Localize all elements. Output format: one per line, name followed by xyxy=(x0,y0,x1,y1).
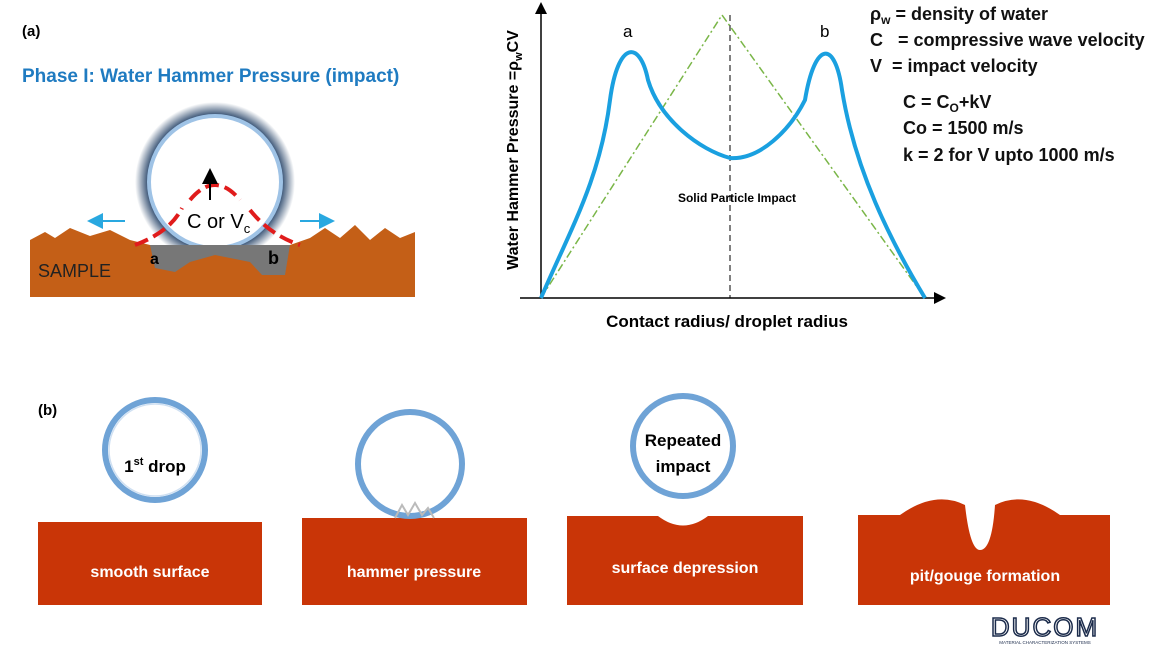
liquid-impact-curve xyxy=(541,52,925,298)
stage-caption: pit/gouge formation xyxy=(910,568,1060,585)
y-label: Water Hammer Pressure =ρwCV xyxy=(505,30,525,270)
drop-label: 1st drop xyxy=(124,456,186,476)
logo-tagline: MATERIAL CHARACTERIZATION SYSTEMS xyxy=(999,640,1090,645)
center-label: Solid Particle Impact xyxy=(678,191,796,205)
stage-caption: surface depression xyxy=(612,560,759,577)
logo: DUCOM xyxy=(991,612,1099,642)
drop xyxy=(105,400,205,500)
panel-label: (b) xyxy=(38,402,57,419)
stage-caption: smooth surface xyxy=(90,564,209,581)
notation: ρw = density of water xyxy=(870,4,1048,27)
sample-label: SAMPLE xyxy=(38,261,111,281)
notation: C = compressive wave velocity xyxy=(870,30,1145,50)
peak-a: a xyxy=(623,22,633,41)
peak-b: b xyxy=(820,22,829,41)
equation: k = 2 for V upto 1000 m/s xyxy=(903,145,1115,165)
drop-label: Repeated xyxy=(645,431,722,450)
drop-label: impact xyxy=(656,457,711,476)
panel-title: Phase I: Water Hammer Pressure (impact) xyxy=(22,66,399,87)
drop xyxy=(358,412,462,516)
equation: C = CO+kV xyxy=(903,92,991,115)
speed-label: C or Vc xyxy=(187,211,251,236)
surface xyxy=(302,518,527,605)
stage-caption: hammer pressure xyxy=(347,564,481,581)
equation: Co = 1500 m/s xyxy=(903,118,1024,138)
page: { "panel_a": { "label": "(a)", "title": … xyxy=(0,0,1173,647)
point-b: b xyxy=(268,248,279,268)
point-a: a xyxy=(150,251,159,268)
x-label: Contact radius/ droplet radius xyxy=(606,312,848,331)
panel-label: (a) xyxy=(22,23,40,40)
surface xyxy=(858,499,1110,605)
diagram: (a) Phase I: Water Hammer Pressure (impa… xyxy=(0,0,1173,647)
notation: V = impact velocity xyxy=(870,56,1038,76)
